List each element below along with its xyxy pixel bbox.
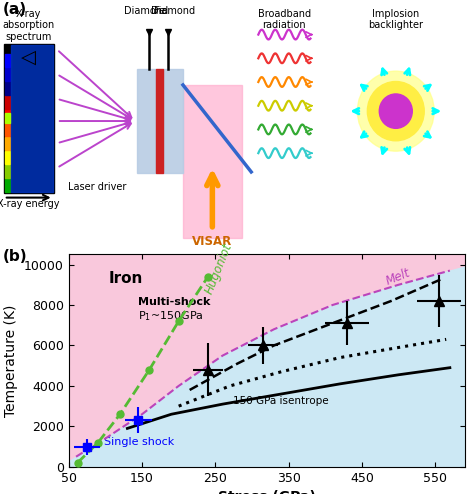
Text: (a): (a) <box>2 2 27 17</box>
Circle shape <box>367 82 424 141</box>
Text: (b): (b) <box>2 249 27 264</box>
Text: Multi-shock: Multi-shock <box>138 297 211 307</box>
Bar <box>5 68 10 81</box>
Bar <box>5 54 10 67</box>
Text: Laser driver: Laser driver <box>68 182 127 192</box>
Bar <box>11 45 53 192</box>
Bar <box>137 69 156 173</box>
X-axis label: Stress (GPa): Stress (GPa) <box>218 490 316 494</box>
Bar <box>5 151 10 164</box>
Bar <box>4 44 54 193</box>
Text: Fe: Fe <box>154 6 165 16</box>
Text: X-ray
absorption
spectrum: X-ray absorption spectrum <box>2 9 55 42</box>
Bar <box>5 123 10 136</box>
Bar <box>163 69 183 173</box>
Text: 150 GPa isentrope: 150 GPa isentrope <box>234 396 329 406</box>
Text: Broadband
radiation: Broadband radiation <box>258 9 311 31</box>
Text: Implosion
backlighter: Implosion backlighter <box>368 9 423 31</box>
Bar <box>5 165 10 178</box>
Text: Iron: Iron <box>108 271 143 287</box>
Text: X-ray energy: X-ray energy <box>0 200 60 209</box>
Text: P$_1$~150GPa: P$_1$~150GPa <box>138 309 204 323</box>
Bar <box>5 178 10 192</box>
Text: Single shock: Single shock <box>104 437 174 447</box>
Text: Hugoniot: Hugoniot <box>203 241 235 296</box>
Text: VISAR: VISAR <box>192 235 232 247</box>
Bar <box>156 69 163 173</box>
Bar <box>5 109 10 123</box>
Text: Melt: Melt <box>384 266 413 288</box>
Text: Diamond: Diamond <box>151 6 195 16</box>
Y-axis label: Temperature (K): Temperature (K) <box>4 304 18 417</box>
Text: ◁: ◁ <box>21 47 36 66</box>
Circle shape <box>357 71 434 151</box>
Bar <box>183 85 242 238</box>
Text: Diamond: Diamond <box>124 6 169 16</box>
Bar <box>5 113 10 124</box>
Circle shape <box>379 94 412 128</box>
Bar <box>5 137 10 150</box>
Bar <box>5 95 10 109</box>
Bar <box>5 82 10 95</box>
